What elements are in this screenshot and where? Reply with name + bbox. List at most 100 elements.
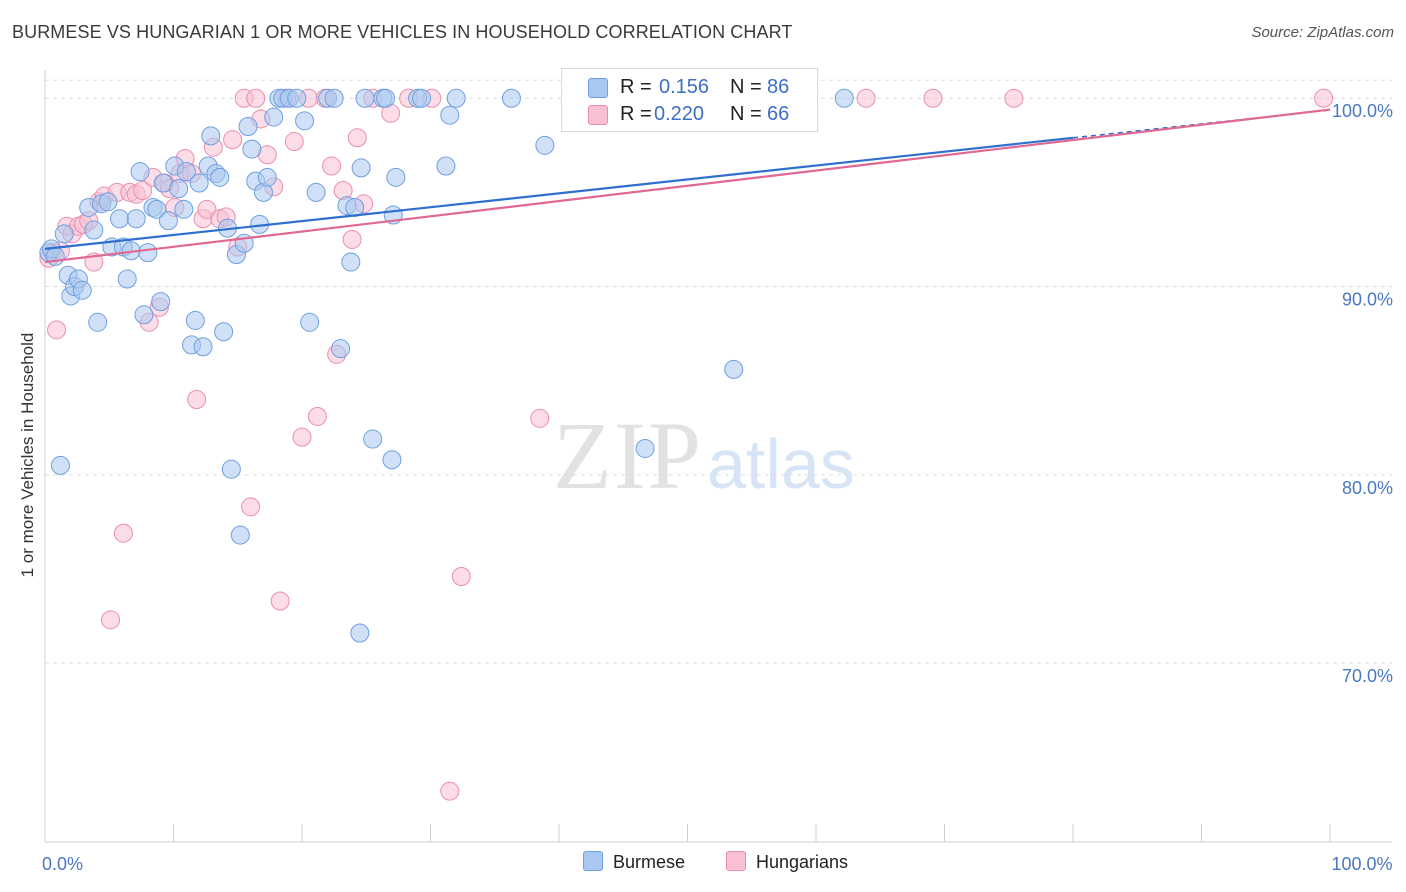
burmese-point [117,269,137,289]
burmese-point [50,455,70,475]
hungarians-swatch [588,105,608,125]
burmese-point [242,139,262,159]
r-value: 0.220 [654,103,705,125]
burmese-point [306,182,326,202]
x-tick-label: 100.0% [1331,854,1392,874]
hungarian-point [113,523,133,543]
x-tick-label: 0.0% [42,854,83,874]
hungarians-legend-swatch [726,851,746,871]
hungarian-point [292,427,312,447]
burmese-point [440,105,460,125]
stats-row-burmese: R = 0.156 N = 86 [562,74,817,102]
burmese-legend-swatch [583,851,603,871]
hungarian-point [347,128,367,148]
burmese-point [151,292,171,312]
hungarian-point [241,497,261,517]
hungarian-trend-line [44,108,1331,264]
burmese-point [221,459,241,479]
burmese-point [331,339,351,359]
burmese-point [324,88,344,108]
y-tick-label: 80.0% [1342,478,1393,498]
burmese-point [174,199,194,219]
watermark-zip: ZIP [553,402,703,509]
source-label: Source: ZipAtlas.com [1251,24,1394,41]
hungarian-point [47,320,67,340]
burmese-point [501,88,521,108]
burmese-point [535,135,555,155]
burmese-point [185,310,205,330]
burmese-point [214,322,234,342]
burmese-point [45,246,65,266]
burmese-point [355,88,375,108]
burmese-point [341,252,361,272]
burmese-point [134,305,154,325]
burmese-point [98,192,118,212]
legend-item-hungarians[interactable]: Hungarians [726,851,848,873]
hungarian-point [307,406,327,426]
burmese-point [412,88,432,108]
burmese-point [138,243,158,263]
hungarians-points [39,88,1334,801]
r-label: R = [620,103,652,125]
burmese-point [834,88,854,108]
burmese-point [189,173,209,193]
burmese-point [147,199,167,219]
burmese-point [287,88,307,108]
burmese-point [88,312,108,332]
burmese-point [201,126,221,146]
n-value: 86 [767,76,790,98]
trend-lines [44,108,1331,264]
stats-row-hungarians: R = 0.220 N = 66 [562,101,817,129]
burmese-point [446,88,466,108]
n-value: 66 [767,103,790,125]
hungarian-point [440,781,460,801]
hungarian-point [133,181,153,201]
burmese-point [386,167,406,187]
y-tick-label: 70.0% [1342,666,1393,686]
stats-legend: R = 0.156 N = 86 R = 0.220 N = 66 [561,68,818,132]
grid-lines [45,79,1392,664]
burmese-point [376,88,396,108]
burmese-point [300,312,320,332]
legend-label-hungarians: Hungarians [756,852,849,872]
hungarian-point [322,156,342,176]
burmese-point [230,525,250,545]
burmese-point [110,209,130,229]
burmese-point [351,158,371,178]
burmese-point [724,359,744,379]
burmese-points [39,88,854,643]
r-value: 0.156 [659,76,710,98]
r-label: R = [620,76,652,98]
legend-item-burmese[interactable]: Burmese [583,851,685,873]
hungarian-point [101,610,121,630]
hungarian-point [246,88,266,108]
hungarian-point [1004,88,1024,108]
burmese-point [84,220,104,240]
burmese-point [193,337,213,357]
burmese-point [130,162,150,182]
burmese-point [176,162,196,182]
tick-labels: 70.0% 80.0% 90.0% 100.0% 0.0% 100.0% [42,101,1393,874]
hungarian-point [187,390,207,410]
burmese-point [635,438,655,458]
burmese-point [210,167,230,187]
burmese-point [54,224,74,244]
hungarian-point [923,88,943,108]
watermark-atlas: atlas [707,425,855,503]
hungarian-point [451,567,471,587]
series-legend: Burmese Hungarians [0,851,1406,879]
burmese-point [264,107,284,127]
burmese-point [238,116,258,136]
n-label: N = [730,76,762,98]
burmese-point [436,156,456,176]
hungarian-point [856,88,876,108]
burmese-trend-line [44,136,1074,250]
hungarian-point [530,408,550,428]
hungarian-point [284,132,304,152]
y-tick-label: 90.0% [1342,290,1393,310]
burmese-point [382,450,402,470]
hungarian-point [270,591,290,611]
burmese-point [350,623,370,643]
burmese-point [169,179,189,199]
